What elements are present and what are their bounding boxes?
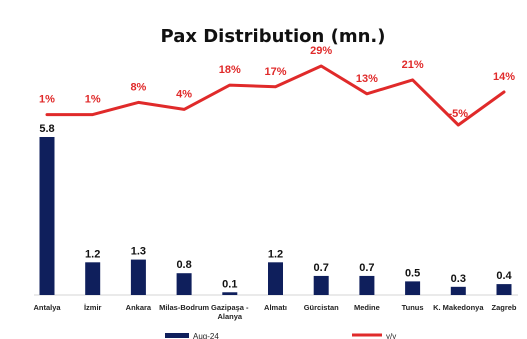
bar-value-label-0: 5.8: [39, 123, 54, 135]
chart-title: Pax Distribution (mn.): [161, 26, 386, 47]
line-value-label-9: -5%: [449, 108, 469, 120]
category-label-4: Gazipaşa -Alanya: [211, 303, 249, 321]
category-label-1: İzmir: [84, 303, 102, 312]
bar-value-label-6: 0.7: [314, 262, 329, 274]
category-label-9: K. Makedonya: [433, 303, 484, 312]
bar-0: [39, 137, 55, 295]
category-label-5: Almatı: [264, 303, 287, 312]
bar-data-labels: 5.8 1.2 1.3 0.8 0.1 1.2 0.7 0.7 0.5 0.3 0.4: [39, 123, 512, 290]
bar-9: [450, 286, 466, 295]
bar-6: [313, 275, 329, 295]
line-value-label-5: 17%: [264, 66, 286, 78]
category-label-7: Medine: [354, 303, 380, 312]
bar-value-label-8: 0.5: [405, 267, 420, 279]
line-value-label-1: 1%: [85, 94, 101, 106]
bar-2: [130, 259, 146, 295]
line-value-label-3: 4%: [176, 88, 192, 100]
category-axis-labels: Antalya İzmir Ankara Milas-Bodrum Gazipaşa -…: [33, 303, 516, 321]
legend-label-bars: Aug-24: [193, 332, 219, 339]
bar-1: [85, 262, 101, 295]
bar-7: [359, 275, 375, 295]
bar-value-label-4: 0.1: [222, 278, 237, 290]
category-label-8: Tunus: [402, 303, 424, 312]
bar-value-label-9: 0.3: [451, 273, 466, 285]
line-data-labels: 1% 1% 8% 4% 18% 17% 29% 13% 21% -5% 14%: [39, 45, 515, 120]
category-label-6: Gürcistan: [304, 303, 339, 312]
bar-value-label-2: 1.3: [131, 246, 146, 258]
legend: Aug-24 y/y: [165, 332, 396, 339]
category-label-2: Ankara: [126, 303, 152, 312]
bar-value-label-5: 1.2: [268, 248, 283, 260]
line-value-label-10: 14%: [493, 71, 515, 83]
bar-4: [222, 292, 238, 295]
bar-value-label-7: 0.7: [359, 262, 374, 274]
bar-series: [39, 137, 512, 295]
bar-8: [405, 281, 421, 295]
bar-5: [268, 262, 283, 295]
line-value-label-7: 13%: [356, 73, 378, 85]
bar-10: [496, 284, 512, 295]
bar-3: [176, 273, 192, 295]
line-value-label-0: 1%: [39, 94, 55, 106]
bar-value-label-3: 0.8: [176, 259, 191, 271]
legend-swatch-bars: [165, 333, 189, 338]
yoy-series-line: [45, 64, 506, 127]
category-label-3: Milas-Bodrum: [159, 303, 209, 312]
line-value-label-2: 8%: [130, 81, 146, 93]
category-label-10: Zagreb: [491, 303, 516, 312]
bar-value-label-1: 1.2: [85, 248, 100, 260]
line-value-label-8: 21%: [402, 59, 424, 71]
line-value-label-6: 29%: [310, 45, 332, 57]
legend-label-line: y/y: [386, 332, 396, 339]
line-value-label-4: 18%: [219, 64, 241, 76]
bar-value-label-10: 0.4: [496, 270, 512, 282]
category-label-0: Antalya: [33, 303, 61, 312]
